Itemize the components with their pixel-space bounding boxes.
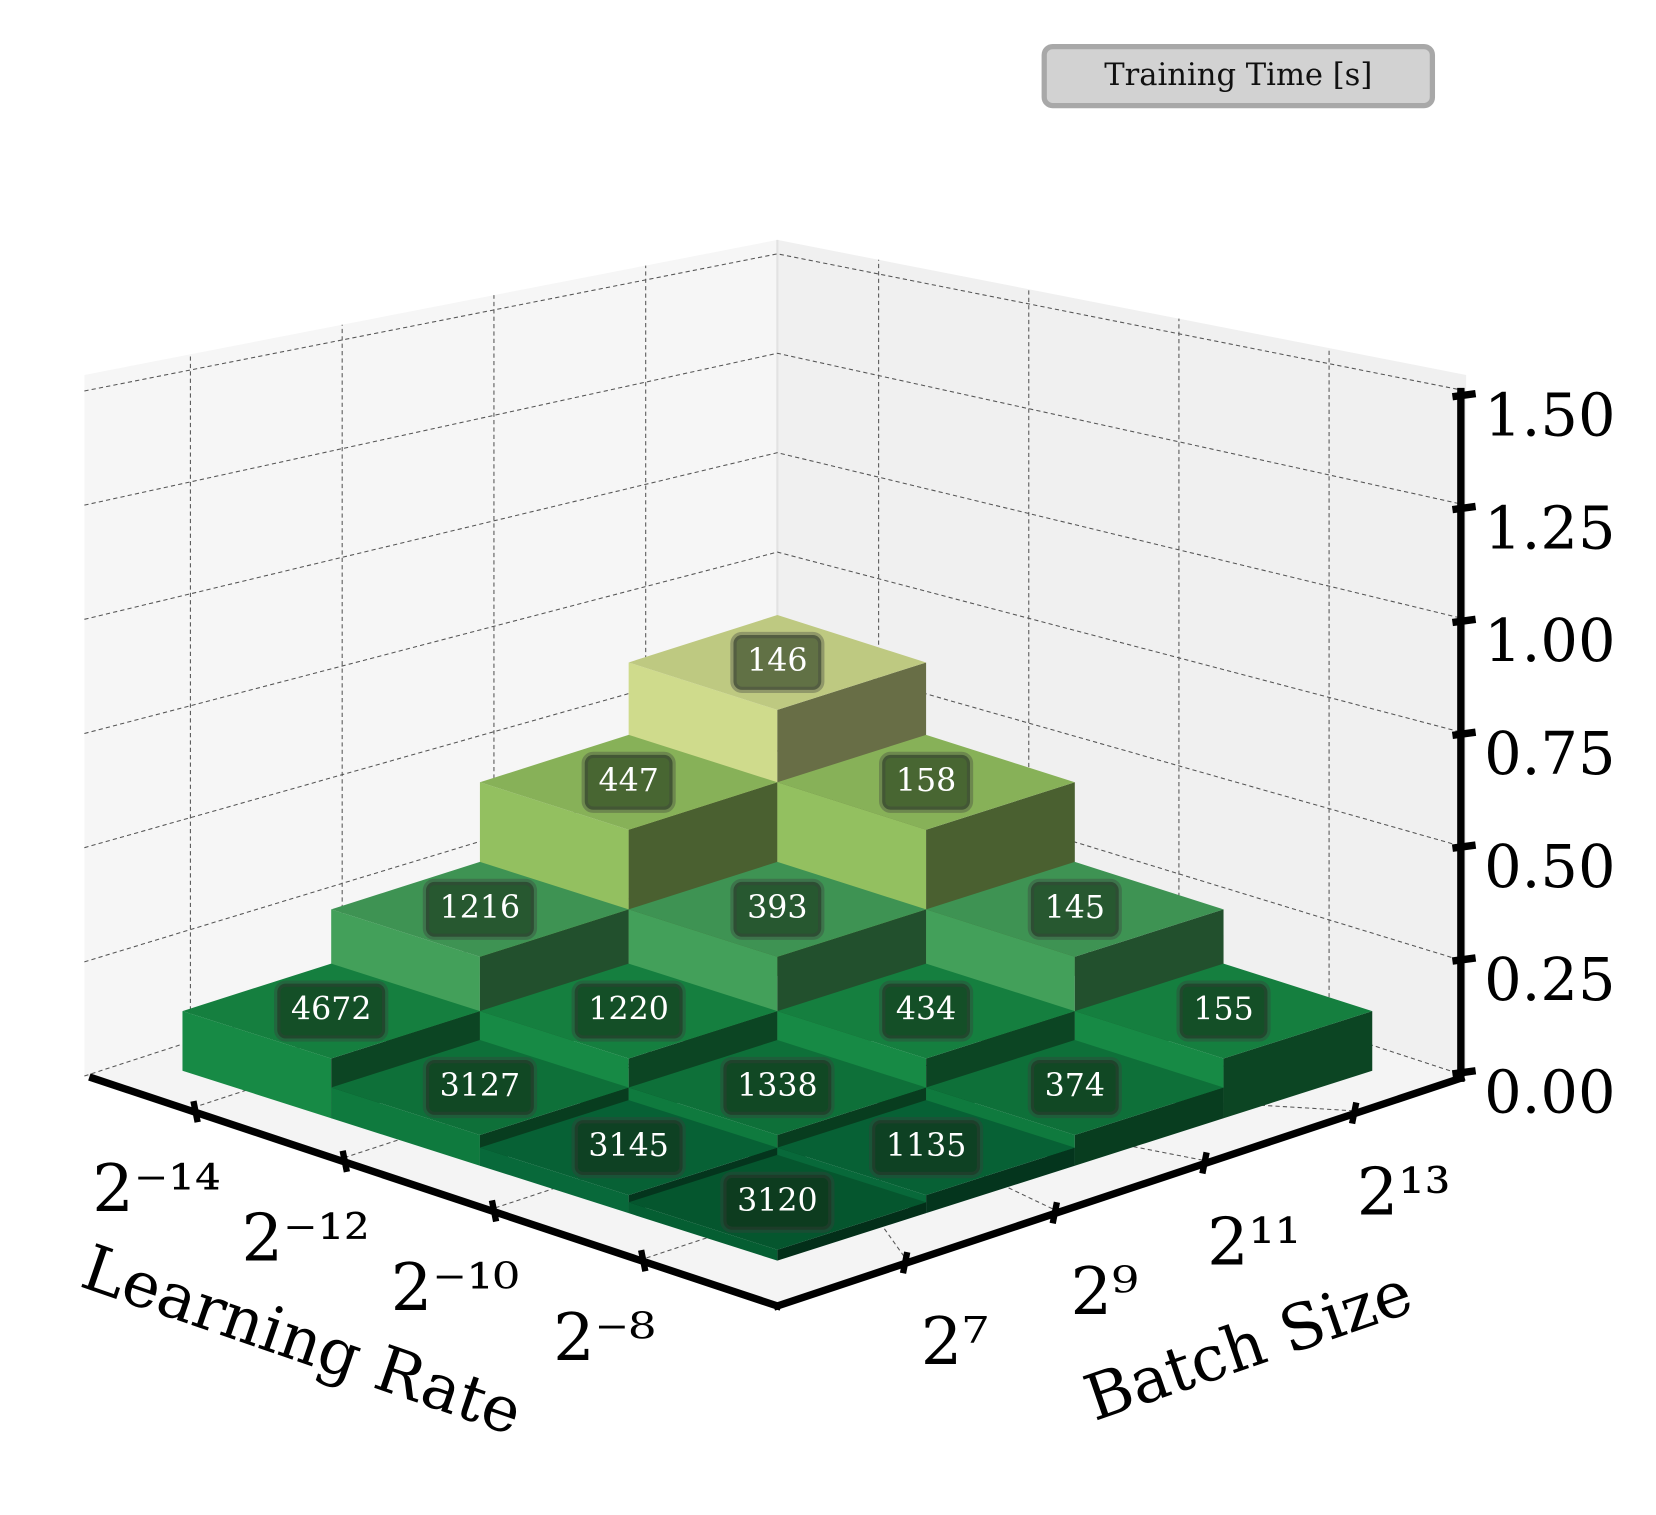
legend-box	[1041, 43, 1436, 109]
annotation: 1338	[720, 1056, 835, 1119]
annotation: 1135	[868, 1117, 984, 1179]
annotation-box	[730, 878, 825, 940]
annotation-box	[868, 1117, 984, 1179]
annotation: 155	[1176, 980, 1271, 1042]
y-tick-label: 2⁷	[921, 1304, 989, 1380]
annotation: 393	[730, 878, 825, 940]
annotation-box	[720, 1056, 835, 1119]
x-tick-label: 2⁻¹⁴	[92, 1151, 221, 1227]
bar-side-right	[777, 1202, 927, 1261]
z-tick-label: 1.00	[1484, 606, 1615, 675]
z-tick	[1451, 728, 1477, 740]
annotation-label: 146	[747, 643, 807, 679]
annotation-label: 155	[1193, 992, 1253, 1028]
annotation: 146	[730, 631, 825, 694]
annotation: 1216	[422, 878, 538, 940]
y-tick	[899, 1251, 911, 1274]
y-axis-line	[772, 1073, 1466, 1311]
x-tick	[339, 1150, 351, 1173]
annotation-box	[879, 751, 974, 813]
y-tick-label: 2⁹	[1070, 1254, 1138, 1330]
annotation-label: 374	[1045, 1068, 1105, 1104]
z-tick-label: 0.75	[1484, 719, 1615, 788]
annotation-label: 393	[747, 890, 807, 926]
z-tick-label: 0.25	[1484, 945, 1615, 1014]
annotation-box	[730, 631, 825, 694]
x-tick-label: 2⁻⁸	[553, 1300, 655, 1376]
annotation: 447	[581, 751, 676, 813]
z-tick	[1451, 954, 1477, 965]
z-tick-label: 0.00	[1484, 1058, 1615, 1127]
annotation-box	[1027, 878, 1122, 940]
bar-side-left	[479, 1147, 629, 1214]
z-tick-label: 1.50	[1484, 381, 1615, 450]
y-tick-label: 2¹¹	[1207, 1204, 1301, 1280]
z-tick-label: 0.50	[1484, 832, 1615, 901]
annotation-label: 1135	[886, 1128, 966, 1164]
annotation: 374	[1027, 1056, 1122, 1119]
y-tick	[1348, 1101, 1360, 1125]
annotation-box	[274, 980, 389, 1042]
x-tick-label: 2⁻¹⁰	[391, 1250, 520, 1326]
y-tick	[1199, 1151, 1210, 1175]
annotation-label: 447	[598, 763, 658, 799]
annotation-label: 3145	[588, 1128, 668, 1164]
z-tick	[1451, 1067, 1477, 1078]
annotation-label: 158	[896, 763, 956, 799]
annotation-box	[422, 1056, 538, 1119]
grid-line	[341, 324, 1211, 1163]
annotation-label: 145	[1045, 890, 1105, 926]
z-tick	[1451, 841, 1477, 852]
x-tick-label: 2⁻¹²	[242, 1201, 371, 1277]
annotation-label: 4672	[291, 992, 371, 1028]
annotation-label: 1220	[588, 992, 668, 1028]
annotation-box	[571, 980, 686, 1042]
bar-side-left	[628, 1202, 778, 1261]
annotation: 158	[879, 751, 974, 813]
annotation-label: 3127	[440, 1068, 520, 1104]
z-tick-label: 1.25	[1484, 493, 1615, 562]
y-tick-label: 2¹³	[1357, 1154, 1451, 1230]
annotation-box	[571, 1117, 686, 1179]
annotation-box	[581, 751, 676, 813]
bar-side-right	[926, 1147, 1075, 1214]
annotation-label: 3120	[737, 1183, 817, 1219]
legend-title: Training Time [s]	[1104, 58, 1372, 93]
annotation-label: 1216	[440, 890, 520, 926]
x-tick	[488, 1199, 500, 1223]
annotation: 3127	[422, 1056, 538, 1119]
annotation: 434	[879, 980, 974, 1042]
grid-line	[84, 452, 1467, 620]
annotation: 145	[1027, 878, 1122, 940]
y-tick	[1049, 1201, 1061, 1224]
annotation-box	[1176, 980, 1271, 1042]
annotation-box	[422, 878, 538, 940]
bar-side-left	[182, 1011, 332, 1119]
z-tick	[1451, 502, 1477, 514]
bar-side-left	[331, 1087, 480, 1166]
z-tick	[1451, 389, 1477, 401]
grid-line	[84, 253, 1467, 392]
annotation-box	[720, 1171, 835, 1233]
x-axis-line	[88, 1073, 783, 1311]
z-tick	[1451, 615, 1477, 627]
bar-side-right	[1074, 1087, 1224, 1166]
bar-side-right	[1223, 1011, 1373, 1119]
annotation: 3145	[571, 1117, 686, 1179]
annotation: 1220	[571, 980, 686, 1042]
x-tick	[190, 1100, 201, 1123]
annotation-label: 1338	[737, 1068, 817, 1104]
annotation-label: 434	[896, 992, 956, 1028]
annotation-box	[879, 980, 974, 1042]
grid-line	[84, 551, 1467, 735]
grid-line	[84, 352, 1467, 506]
annotation: 4672	[274, 980, 389, 1042]
annotation-box	[1027, 1056, 1122, 1119]
annotation: 3120	[720, 1171, 835, 1233]
x-tick	[638, 1249, 649, 1272]
